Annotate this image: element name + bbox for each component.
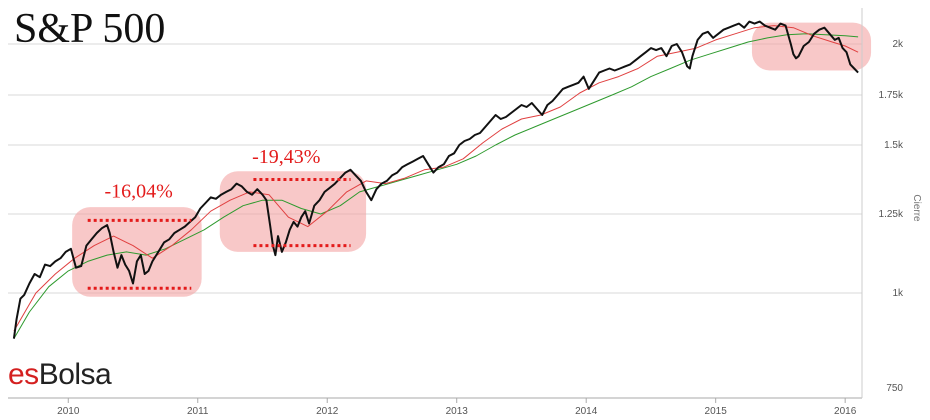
y-tick-label-1.5k: 1.5k <box>884 140 904 151</box>
x-tick-label-2013: 2013 <box>446 406 469 417</box>
x-tick-label-2014: 2014 <box>575 406 598 417</box>
series-line-price <box>12 20 859 339</box>
x-tick-label-2011: 2011 <box>187 406 209 417</box>
y-tick-label-1.25k: 1.25k <box>879 209 904 220</box>
y-tick-label-1.75k: 1.75k <box>879 90 904 101</box>
logo-es: es <box>8 358 39 391</box>
x-tick-label-2016: 2016 <box>834 406 857 417</box>
y-tick-label-2k: 2k <box>892 39 904 50</box>
highlight-region-1 <box>72 207 202 297</box>
drawdown-label-2: -19,43% <box>252 146 320 168</box>
x-tick-label-2015: 2015 <box>705 406 728 417</box>
esbolsa-logo: esBolsa <box>8 358 112 391</box>
chart-title: S&P 500 <box>14 6 166 52</box>
series-line-ma-short <box>13 25 859 332</box>
logo-bolsa: Bolsa <box>38 358 112 391</box>
y-axis-label: Cierre <box>911 194 922 222</box>
drawdown-label-1: -16,04% <box>105 180 173 202</box>
y-tick-label-1k: 1k <box>892 288 904 299</box>
x-tick-label-2012: 2012 <box>316 406 339 417</box>
y-tick-label-750: 750 <box>886 383 903 394</box>
highlight-region-3 <box>751 22 872 71</box>
highlight-regions <box>72 22 872 297</box>
x-tick-label-2010: 2010 <box>57 406 80 417</box>
annotations: -16,04% -19,43% <box>87 146 351 290</box>
axes: 2010 2011 2012 2013 2014 2015 2016 750 1k 1.25k 1.… <box>8 8 904 417</box>
highlight-region-2 <box>219 171 367 252</box>
series-lines <box>12 20 859 339</box>
